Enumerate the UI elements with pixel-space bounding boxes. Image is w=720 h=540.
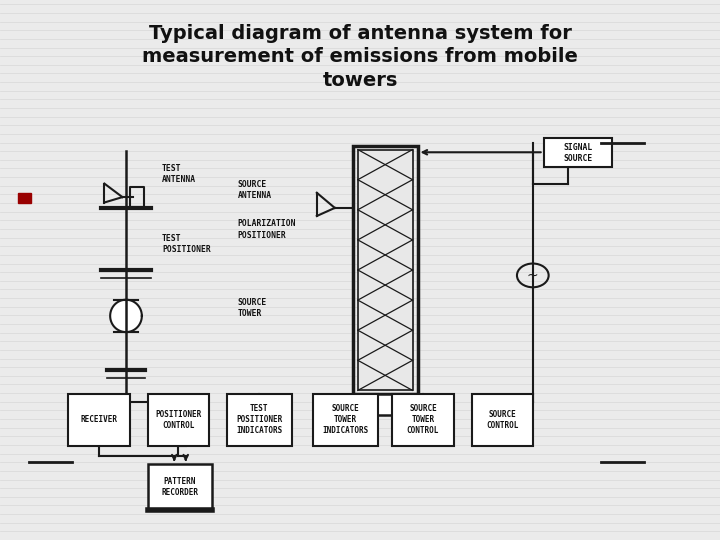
Bar (313, 394, 378, 446)
Bar (18, 193, 31, 202)
Text: POLARIZATION
POSITIONER: POLARIZATION POSITIONER (238, 219, 296, 240)
Bar (227, 394, 292, 446)
Text: TEST
POSITIONER: TEST POSITIONER (162, 234, 211, 254)
Bar (353, 146, 418, 394)
Text: POSITIONER
CONTROL: POSITIONER CONTROL (155, 410, 202, 430)
Text: SOURCE
TOWER
INDICATORS: SOURCE TOWER INDICATORS (323, 404, 369, 435)
Text: ~: ~ (527, 268, 539, 282)
Text: Typical diagram of antenna system for
measurement of emissions from mobile
tower: Typical diagram of antenna system for me… (142, 24, 578, 90)
Bar (544, 138, 612, 167)
Text: SIGNAL
SOURCE: SIGNAL SOURCE (563, 143, 593, 163)
Text: RECEIVER: RECEIVER (81, 415, 117, 424)
Bar (68, 394, 130, 446)
Bar (392, 394, 454, 446)
Text: SOURCE
ANTENNA: SOURCE ANTENNA (238, 180, 271, 200)
Text: SOURCE
CONTROL: SOURCE CONTROL (486, 410, 518, 430)
Bar (148, 394, 209, 446)
Bar (148, 464, 212, 510)
Bar (358, 150, 413, 390)
Bar (356, 394, 415, 415)
Bar (472, 394, 533, 446)
Text: SOURCE
TOWER
CONTROL: SOURCE TOWER CONTROL (407, 404, 439, 435)
Text: SOURCE
TOWER: SOURCE TOWER (238, 298, 267, 318)
Text: TEST
POSITIONER
INDICATORS: TEST POSITIONER INDICATORS (236, 404, 282, 435)
Text: TEST
ANTENNA: TEST ANTENNA (162, 164, 196, 184)
Polygon shape (110, 300, 142, 332)
Text: PATTERN
RECORDER: PATTERN RECORDER (161, 477, 199, 497)
